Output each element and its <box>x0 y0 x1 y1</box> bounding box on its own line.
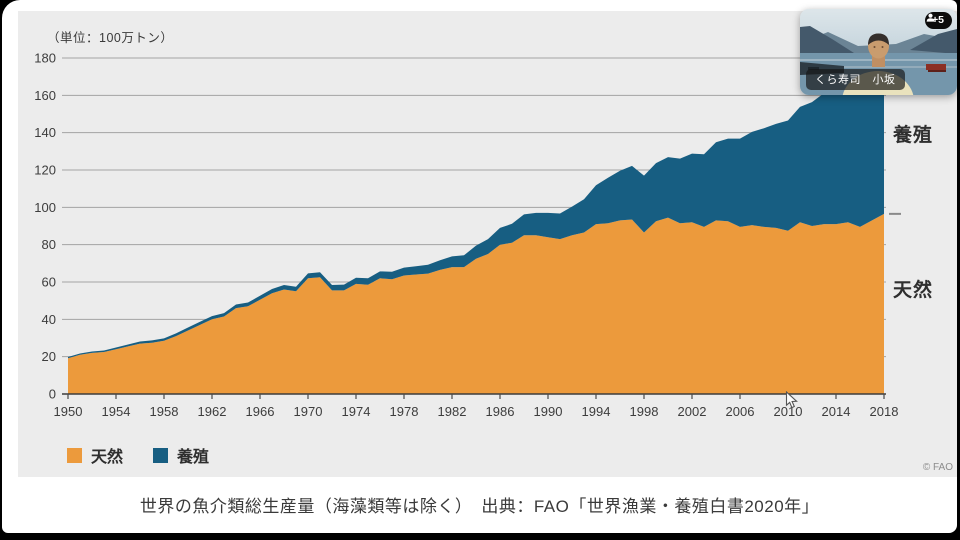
legend-swatch-wild <box>67 447 82 463</box>
copyright-credit: © FAO <box>922 462 953 473</box>
x-tick-label: 1966 <box>246 404 275 419</box>
participant-nametag: くら寿司 小坂 <box>806 69 905 90</box>
legend-item-aquaculture: 養殖 <box>153 443 209 467</box>
person-eye <box>873 46 876 48</box>
person-icon <box>926 13 935 22</box>
legend-item-wild: 天然 <box>67 443 123 467</box>
x-tick-label: 2014 <box>822 404 851 419</box>
y-tick-label: 180 <box>34 51 56 66</box>
x-tick-label: 1998 <box>630 404 659 419</box>
y-tick-label: 160 <box>34 88 56 103</box>
boat <box>808 67 819 70</box>
mouse-cursor <box>785 391 798 409</box>
x-tick-label: 2018 <box>870 404 899 419</box>
left-mountain <box>800 26 854 55</box>
area-aquaculture <box>68 60 884 359</box>
y-tick-label: 140 <box>34 125 56 140</box>
x-tick-label: 1958 <box>150 404 179 419</box>
x-tick-label: 2002 <box>678 404 707 419</box>
stacked-area-chart: 0 20 40 60 80 100 120 140 160 180 1950 1954 1958 1962… <box>34 51 901 419</box>
x-tick-label: 2010 <box>774 404 803 419</box>
x-tick-label: 1974 <box>342 404 371 419</box>
right-mountain <box>910 29 957 54</box>
y-tick-label: 80 <box>42 237 56 252</box>
x-tick-label: 1994 <box>582 404 611 419</box>
y-tick-label: 100 <box>34 200 56 215</box>
series-label-aquaculture: 養殖 <box>893 125 934 146</box>
x-tick-label: 1950 <box>54 404 83 419</box>
legend-label-aquaculture: 養殖 <box>177 449 210 466</box>
x-tick-label: 2006 <box>726 404 755 419</box>
x-tick-label: 1978 <box>390 404 419 419</box>
x-tick-label: 1970 <box>294 404 323 419</box>
person-hair <box>868 33 889 45</box>
x-tick-label: 1986 <box>486 404 515 419</box>
legend-label-wild: 天然 <box>91 449 124 466</box>
x-tick-label: 1962 <box>198 404 227 419</box>
chart-unit-label: （単位：100万トン） <box>47 31 174 45</box>
participant-video-tile[interactable]: +5 くら寿司 小坂 <box>800 9 957 95</box>
x-tick-label: 1954 <box>102 404 131 419</box>
y-tick-label: 120 <box>34 163 56 178</box>
y-tick-label: 60 <box>42 275 56 290</box>
boat-reflection <box>928 70 946 72</box>
y-tick-label: 0 <box>49 387 56 402</box>
slide-caption: 世界の魚介類総生産量（海藻類等は除く） 出典：FAO「世界漁業・養殖白書2020… <box>139 497 820 516</box>
x-tick-label: 1982 <box>438 404 467 419</box>
area-wild <box>68 213 884 394</box>
x-tick-label: 1990 <box>534 404 563 419</box>
chart-legend: 天然 養殖 <box>67 443 209 467</box>
y-tick-label: 20 <box>42 349 56 364</box>
person-eye <box>881 46 884 48</box>
participants-count: +5 <box>932 14 944 26</box>
red-boat <box>926 64 946 70</box>
y-tick-label: 40 <box>42 312 56 327</box>
series-label-wild: 天然 <box>893 280 934 301</box>
participants-count-badge[interactable]: +5 <box>925 12 952 29</box>
legend-swatch-aquaculture <box>153 447 169 463</box>
